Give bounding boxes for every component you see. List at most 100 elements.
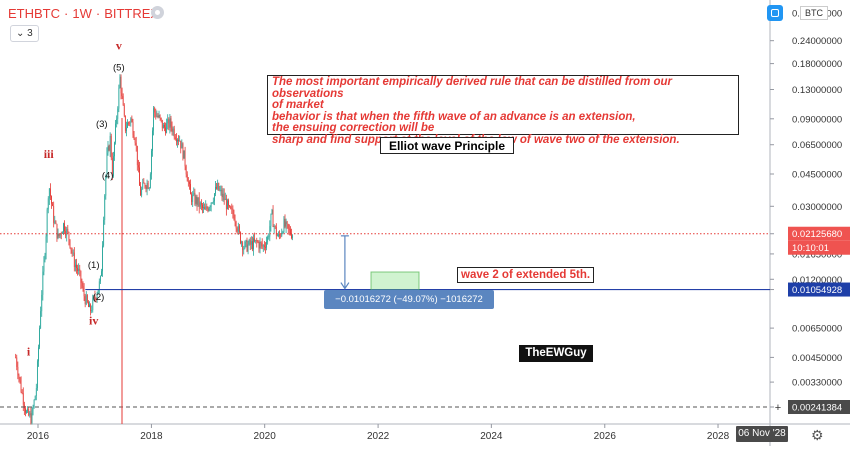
- price-badge-label: 0.01054928: [792, 285, 842, 296]
- candle-body: [183, 150, 185, 159]
- candle-body: [132, 121, 134, 135]
- candle-body: [71, 249, 73, 254]
- candle-body: [227, 200, 228, 210]
- x-tick-label: 2018: [140, 431, 163, 442]
- candle-body: [141, 188, 143, 196]
- quote-annotation[interactable]: The most important empirically derived r…: [267, 75, 739, 145]
- gear-icon[interactable]: ⚙: [811, 427, 824, 443]
- candle-body: [233, 214, 235, 220]
- candle-body: [80, 270, 82, 283]
- elliot-wave-label[interactable]: Elliot wave Principle: [380, 137, 514, 154]
- candle-body: [26, 411, 27, 413]
- candle-body: [61, 232, 63, 234]
- wave2-annotation[interactable]: wave 2 of extended 5th.: [457, 267, 594, 283]
- candle-body: [105, 175, 107, 196]
- candle-body: [267, 237, 269, 242]
- candle-body: [133, 134, 135, 140]
- candle-body: [137, 165, 139, 168]
- candle-body: [110, 135, 112, 159]
- candle-body: [210, 202, 212, 207]
- candle-body: [58, 233, 60, 237]
- candle-body: [216, 186, 217, 189]
- y-tick-label: 0.01650000: [792, 249, 842, 260]
- wave-label: (1): [88, 260, 100, 271]
- price-badge: [788, 240, 850, 255]
- candle-body: [44, 254, 46, 261]
- candle-body: [260, 242, 262, 244]
- candle-body: [17, 366, 19, 376]
- candle-body: [250, 241, 252, 245]
- candle-body: [70, 247, 72, 250]
- candle-body: [92, 298, 94, 311]
- candle-body: [99, 276, 101, 282]
- favorite-icon[interactable]: [151, 6, 164, 19]
- candle-body: [272, 210, 274, 227]
- candle-body: [75, 264, 76, 268]
- candle-body: [98, 281, 100, 290]
- candle-body: [84, 296, 86, 305]
- candle-body: [45, 236, 47, 255]
- candle-body: [146, 182, 148, 190]
- candle-body: [205, 206, 207, 210]
- candle-body: [196, 196, 198, 205]
- candle-body: [190, 183, 191, 195]
- candle-body: [40, 311, 42, 329]
- candle-body: [206, 206, 208, 209]
- candle-body: [284, 218, 286, 227]
- candle-body: [168, 119, 170, 128]
- candle-body: [271, 210, 273, 214]
- candle-body: [223, 193, 225, 201]
- currency-label: BTC: [800, 6, 828, 20]
- candle-body: [194, 192, 196, 204]
- candle-body: [22, 393, 24, 405]
- candle-body: [124, 115, 126, 131]
- symbol-name: ETHBTC: [8, 6, 60, 21]
- candle-body: [35, 387, 37, 397]
- candle-body: [237, 226, 239, 232]
- candle-body: [290, 229, 291, 235]
- candle-body: [238, 226, 240, 233]
- candle-body: [285, 221, 287, 227]
- candle-body: [211, 202, 213, 204]
- candle-body: [29, 413, 31, 416]
- candle-body: [36, 361, 38, 388]
- candle-body: [202, 204, 203, 209]
- author-label[interactable]: TheEWGuy: [519, 345, 593, 362]
- candle-body: [180, 140, 182, 149]
- candle-body: [77, 267, 78, 272]
- candle-body: [255, 239, 257, 242]
- title-separator: ·: [64, 6, 69, 21]
- candle-body: [288, 228, 290, 230]
- candle-body: [88, 302, 89, 307]
- candle-body: [139, 167, 140, 186]
- candle-body: [54, 221, 56, 223]
- candle-body: [270, 213, 272, 227]
- y-tick-label: 0.06500000: [792, 140, 842, 151]
- candle-body: [20, 380, 22, 393]
- candle-body: [101, 271, 102, 277]
- candle-body: [182, 143, 184, 159]
- indicator-toggle-button[interactable]: ⌄ 3: [10, 25, 39, 42]
- candle-body: [159, 115, 161, 118]
- candle-body: [155, 112, 157, 117]
- y-tick-label: 0.04500000: [792, 170, 842, 181]
- candle-body: [215, 186, 216, 194]
- candle-body: [147, 182, 149, 189]
- candle-body: [245, 240, 247, 242]
- candle-body: [113, 156, 114, 177]
- candle-body: [140, 185, 141, 196]
- candle-body: [67, 228, 69, 233]
- candle-body: [171, 126, 173, 132]
- candle-body: [116, 118, 118, 124]
- candle-body: [145, 186, 147, 190]
- candle-body: [181, 143, 183, 149]
- candle-body: [148, 187, 150, 189]
- camera-icon[interactable]: [767, 5, 783, 21]
- candle-body: [117, 108, 119, 119]
- measure-arrowhead: [340, 282, 350, 290]
- candle-body: [142, 182, 144, 189]
- candle-body: [78, 268, 80, 272]
- candle-body: [170, 118, 172, 127]
